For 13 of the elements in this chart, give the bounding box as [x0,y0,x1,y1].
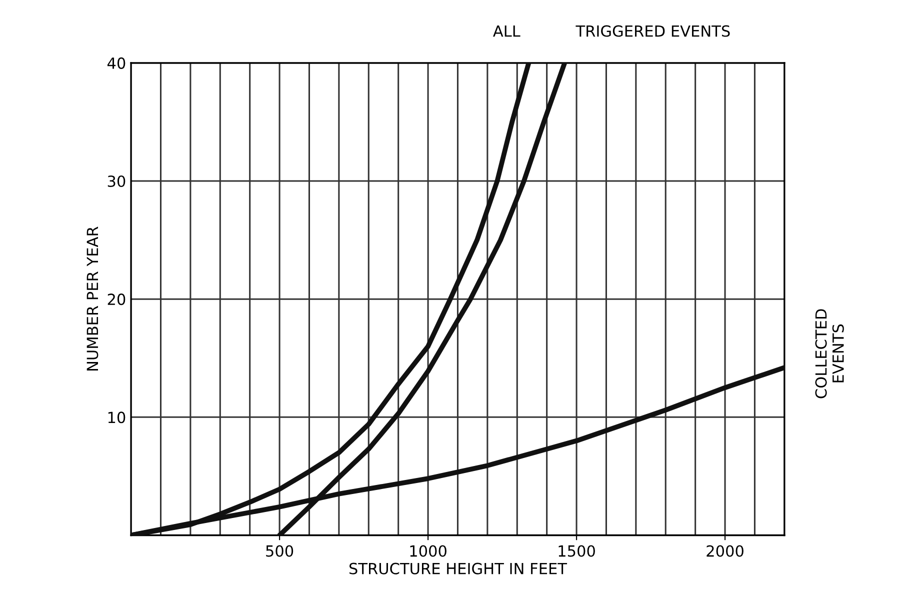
y-axis-title: NUMBER PER YEAR [86,226,98,370]
text: COLLECTED EVENTS [815,309,844,398]
x-tick-label: 1000 [410,545,446,557]
y-tick-label: 20 [108,294,126,306]
y-tick-label: 10 [108,412,126,424]
x-tick-label: 500 [266,545,294,557]
x-tick-label: 2000 [706,545,744,557]
series-label: ALL [493,25,520,37]
x-tick-label: 1500 [558,545,595,557]
x-axis-title: STRUCTURE HEIGHT IN FEET [349,562,568,574]
y-tick-label: 30 [108,175,126,188]
series-label: TRIGGERED EVENTS [576,25,730,37]
y-tick-label: 40 [107,57,126,69]
